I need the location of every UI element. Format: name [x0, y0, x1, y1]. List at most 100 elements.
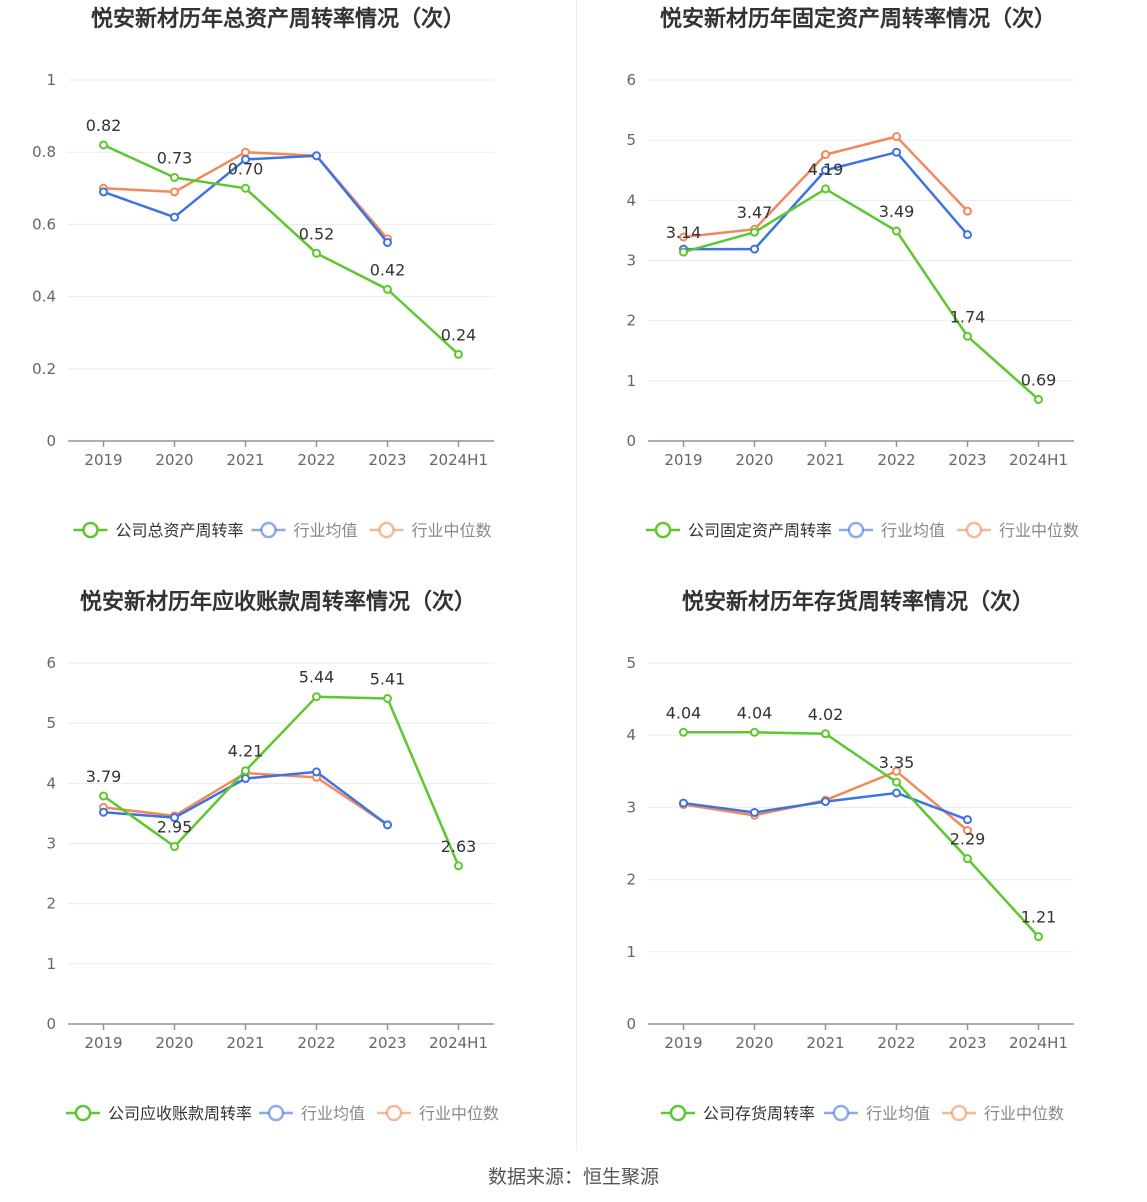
legend-item-avg[interactable]: 行业均值: [839, 521, 945, 540]
data-label: 3.35: [879, 753, 915, 772]
data-source: 数据来源：恒生聚源: [487, 1166, 659, 1188]
legend-label: 行业均值: [301, 1104, 365, 1123]
data-point-company: [99, 140, 108, 150]
y-tick-label: 3: [46, 835, 56, 853]
legend-item-median[interactable]: 行业中位数: [957, 521, 1079, 540]
data-label: 4.02: [808, 705, 844, 724]
chart-svg: 悦安新材历年存货周转率情况（次） 0 1 2 3 4 5 2019 2020 2021 2022 20…: [626, 589, 1074, 1123]
data-point-company: [454, 349, 463, 359]
data-point-company: [383, 284, 392, 294]
data-point-avg: [383, 820, 392, 830]
chart-title: 悦安新材历年总资产周转率情况（次）: [91, 6, 465, 32]
legend-item-avg[interactable]: 行业均值: [824, 1104, 930, 1123]
x-tick-label: 2021: [226, 451, 264, 469]
x-tick-label: 2023: [368, 1034, 406, 1052]
y-tick-label: 5: [626, 654, 636, 672]
data-point-avg: [312, 151, 321, 161]
data-point-company: [383, 693, 392, 703]
data-point-company: [750, 227, 759, 237]
data-point-company: [454, 861, 463, 871]
data-point-avg: [963, 815, 972, 825]
y-tick-label: 0.8: [32, 143, 56, 161]
data-point-avg: [170, 212, 179, 222]
data-point-company: [99, 791, 108, 801]
y-tick-label: 2: [626, 312, 636, 330]
data-point-avg: [312, 767, 321, 777]
data-label: 0.82: [86, 116, 122, 135]
x-tick-label: 2024H1: [429, 451, 488, 469]
data-label: 0.24: [441, 325, 477, 344]
data-point-median: [963, 826, 972, 836]
data-point-median: [963, 206, 972, 216]
legend-item-company[interactable]: 公司存货周转率: [661, 1104, 815, 1123]
data-point-avg: [99, 807, 108, 817]
data-point-company: [821, 184, 830, 194]
data-point-avg: [892, 147, 901, 157]
x-tick-label: 2021: [806, 451, 844, 469]
data-point-avg: [99, 187, 108, 197]
y-tick-label: 3: [626, 798, 636, 816]
data-point-avg: [892, 788, 901, 798]
data-label: 0.42: [370, 260, 406, 279]
legend-item-median[interactable]: 行业中位数: [369, 521, 492, 540]
legend-item-company[interactable]: 公司总资产周转率: [73, 521, 244, 540]
legend-item-company[interactable]: 公司应收账款周转率: [66, 1104, 252, 1123]
data-point-avg: [170, 813, 179, 823]
legend-label: 行业均值: [866, 1104, 930, 1123]
series-line-company: [102, 695, 460, 867]
y-tick-label: 0.4: [32, 288, 56, 306]
legend-marker: [267, 1104, 285, 1122]
legend-item-avg[interactable]: 行业均值: [259, 1104, 365, 1123]
y-tick-label: 4: [626, 191, 636, 209]
x-tick-label: 2022: [877, 451, 915, 469]
y-tick-label: 5: [46, 714, 56, 732]
data-label: 3.14: [666, 223, 702, 242]
y-tick-label: 0: [46, 432, 56, 450]
x-tick-label: 2021: [226, 1034, 264, 1052]
data-label: 4.21: [228, 742, 264, 761]
chart-title: 悦安新材历年存货周转率情况（次）: [682, 589, 1034, 615]
series-line-company: [683, 187, 1040, 401]
data-label: 4.04: [666, 703, 702, 722]
data-label: 3.49: [879, 202, 915, 221]
legend-marker: [654, 521, 672, 539]
legend-item-company[interactable]: 公司固定资产周转率: [646, 521, 832, 540]
data-label: 0.70: [228, 159, 264, 178]
data-point-company: [312, 692, 321, 702]
data-point-company: [679, 727, 688, 737]
x-tick-label: 2019: [84, 1034, 122, 1052]
y-tick-label: 1: [626, 372, 636, 390]
data-point-company: [679, 247, 688, 257]
x-tick-label: 2020: [735, 1034, 773, 1052]
legend-marker: [74, 1104, 92, 1122]
chart-receivable-turnover: 悦安新材历年应收账款周转率情况（次） 0 1 2 3 4 5 6 2019 2020 2021 202…: [8, 583, 568, 1143]
legend-marker: [950, 1104, 968, 1122]
chart-title: 悦安新材历年应收账款周转率情况（次）: [80, 589, 476, 615]
legend-item-median[interactable]: 行业中位数: [377, 1104, 499, 1123]
legend-marker: [669, 1104, 687, 1122]
data-point-company: [892, 226, 901, 236]
series-line-company: [683, 731, 1040, 938]
y-tick-label: 0: [46, 1015, 56, 1033]
legend-item-median[interactable]: 行业中位数: [942, 1104, 1064, 1123]
data-point-median: [892, 766, 901, 776]
legend-marker: [260, 521, 277, 539]
data-label: 2.29: [950, 830, 986, 849]
y-tick-label: 1: [46, 71, 56, 89]
data-point-median: [170, 187, 179, 197]
data-label: 4.04: [737, 703, 773, 722]
data-point-company: [312, 248, 321, 258]
data-point-avg: [383, 237, 392, 247]
y-tick-label: 2: [46, 895, 56, 913]
data-label: 1.21: [1021, 908, 1057, 927]
panel-divider: [576, 0, 577, 1150]
x-tick-label: 2019: [84, 451, 122, 469]
data-point-company: [892, 777, 901, 787]
legend-item-avg[interactable]: 行业均值: [251, 521, 358, 540]
x-tick-label: 2024H1: [1009, 1034, 1068, 1052]
legend-label: 行业中位数: [999, 521, 1079, 540]
data-label: 2.95: [157, 818, 193, 837]
y-tick-label: 6: [626, 71, 636, 89]
x-tick-label: 2023: [368, 451, 406, 469]
data-point-company: [170, 842, 179, 852]
